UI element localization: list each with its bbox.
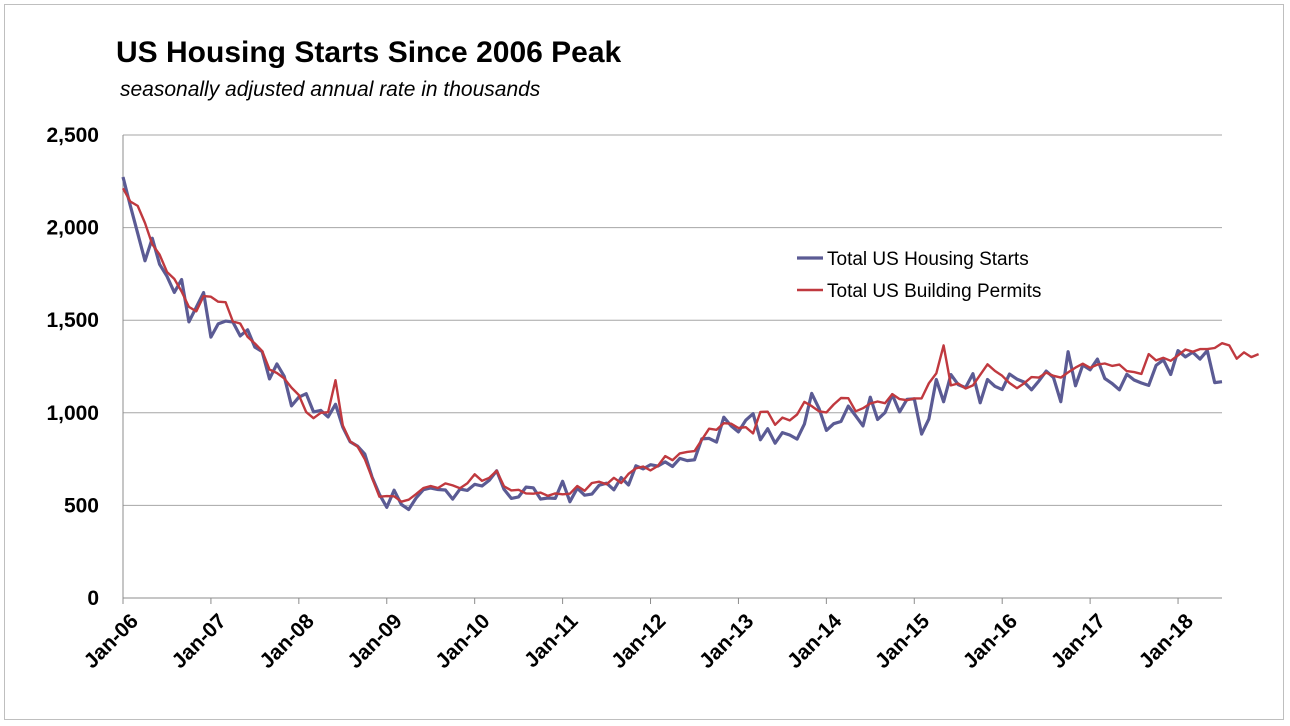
x-tick-label: Jan-09	[343, 610, 406, 673]
x-tick-label: Jan-12	[607, 610, 670, 673]
legend-label: Total US Housing Starts	[827, 249, 1029, 270]
x-tick-label: Jan-10	[431, 610, 494, 673]
y-tick-label: 500	[64, 494, 99, 517]
y-tick-label: 1,500	[46, 309, 99, 332]
x-tick-label: Jan-07	[168, 610, 231, 673]
legend: Total US Housing Starts Total US Building…	[797, 249, 1041, 302]
y-axis: 0 500 1,000 1,500 2,000 2,500	[46, 124, 124, 610]
x-tick-label: Jan-14	[783, 609, 847, 673]
x-tick-label: Jan-08	[255, 609, 319, 673]
legend-label: Total US Building Permits	[827, 281, 1041, 302]
chart-title: US Housing Starts Since 2006 Peak	[116, 36, 622, 69]
x-tick-label: Jan-18	[1135, 609, 1199, 673]
gridlines	[123, 134, 1222, 599]
x-tick-label: Jan-11	[520, 609, 583, 672]
y-tick-label: 2,000	[46, 217, 99, 240]
x-axis: Jan-06 Jan-07 Jan-08 Jan-09 Jan-10 Jan-11 Jan-…	[80, 598, 1199, 673]
x-tick-label: Jan-16	[959, 610, 1022, 673]
x-tick-label: Jan-13	[695, 610, 758, 673]
chart-frame	[4, 4, 1284, 720]
y-tick-label: 0	[87, 587, 99, 610]
series-line-building-permits	[121, 187, 1260, 503]
x-tick-label: Jan-17	[1047, 610, 1110, 673]
x-tick-label: Jan-06	[80, 610, 143, 673]
series-line-housing-starts	[121, 176, 1223, 512]
series-lines	[121, 176, 1260, 512]
x-tick-label: Jan-15	[871, 609, 935, 673]
y-tick-label: 2,500	[46, 124, 99, 147]
y-tick-label: 1,000	[46, 402, 99, 425]
chart-subtitle: seasonally adjusted annual rate in thous…	[120, 78, 541, 101]
